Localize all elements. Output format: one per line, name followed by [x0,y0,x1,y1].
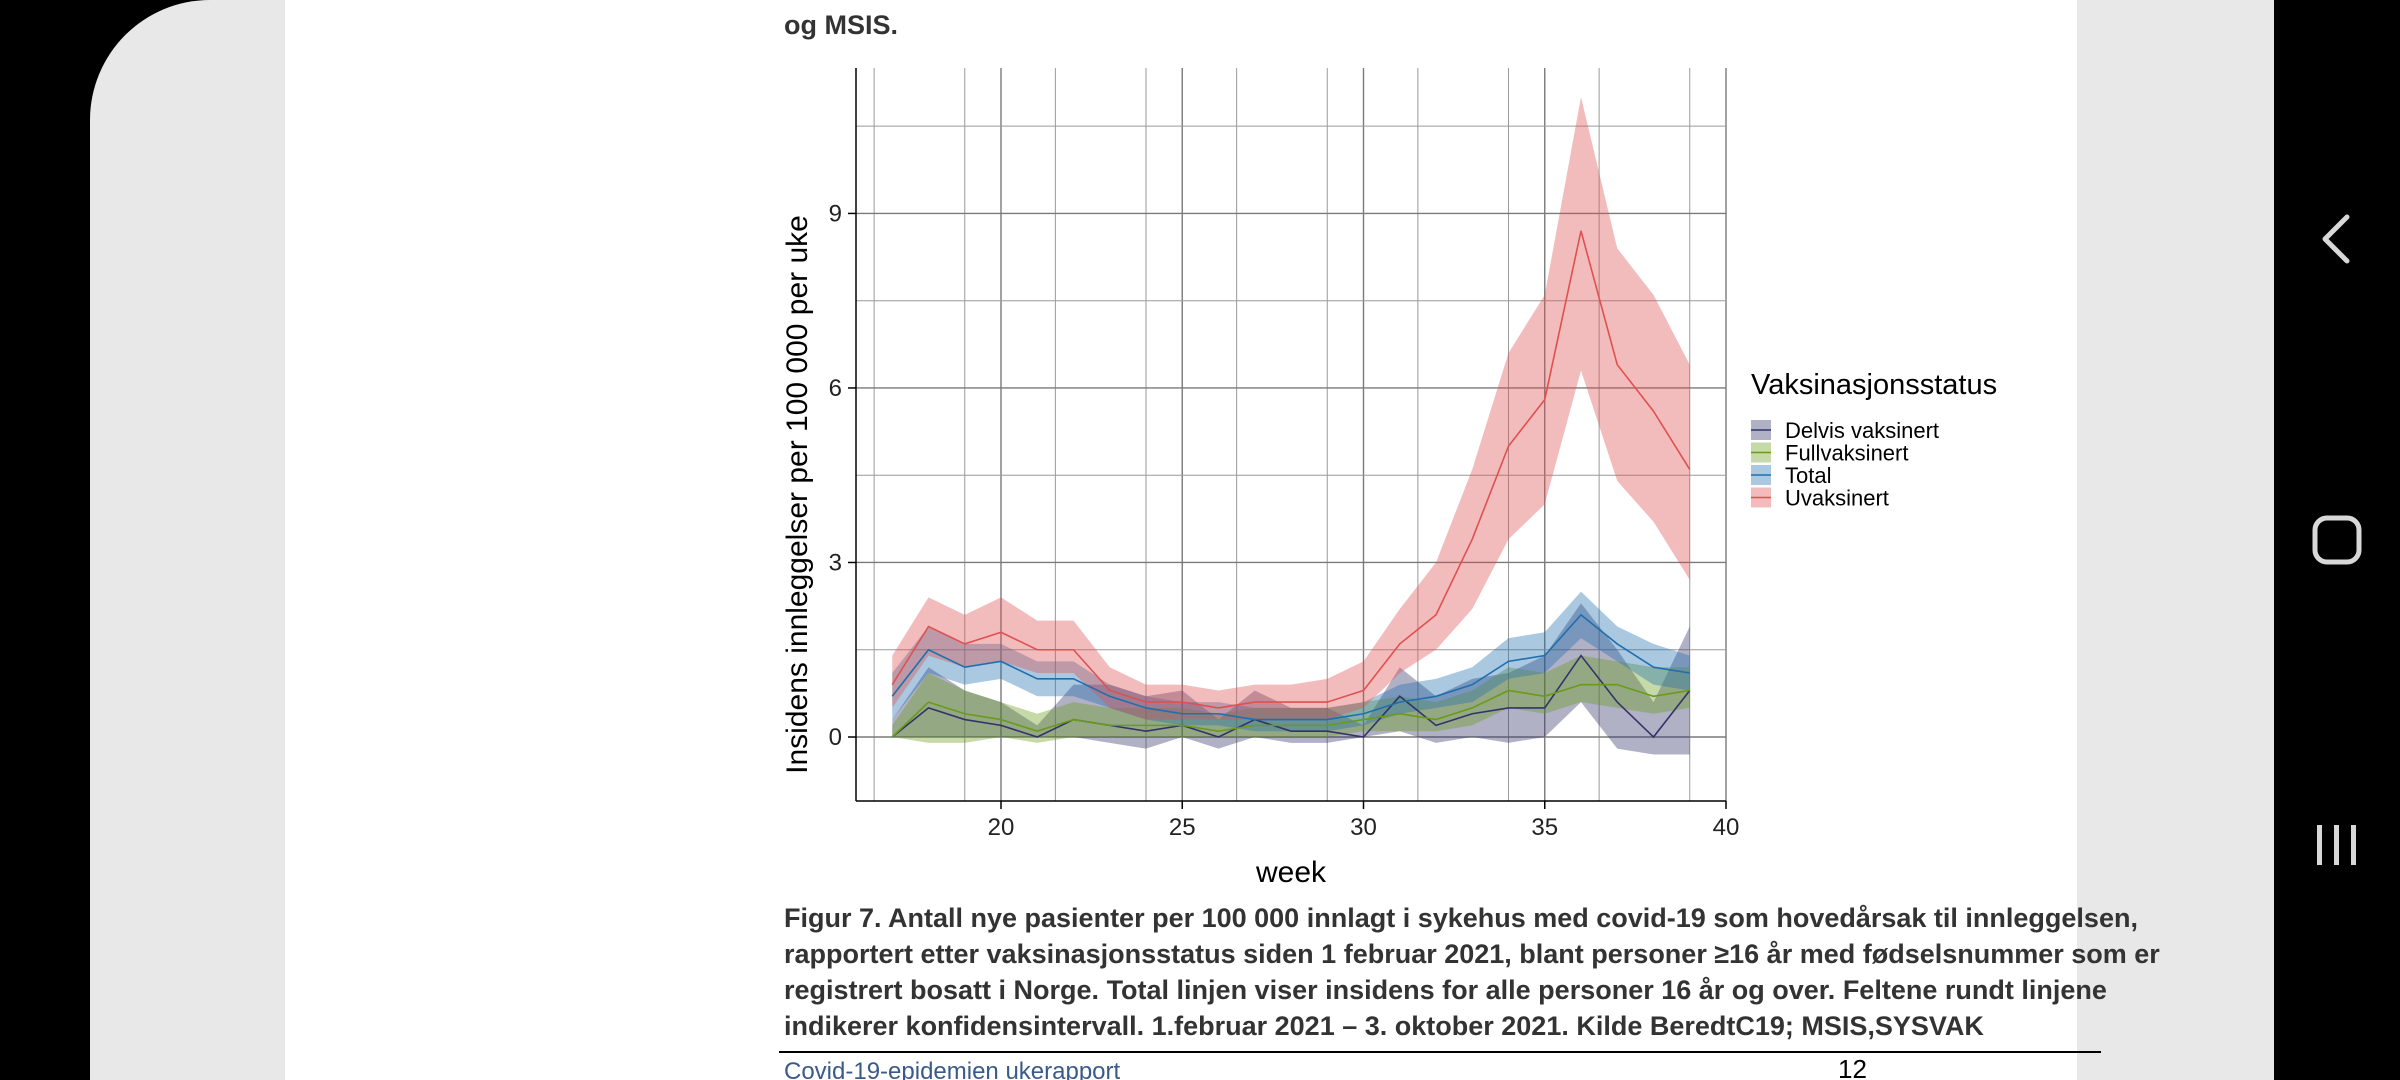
y-tick-label: 0 [829,724,842,751]
confidence-band [892,603,1690,755]
x-tick-label: 25 [1169,814,1196,841]
legend-label: Total [1785,463,1831,488]
chevron-left-icon [2322,214,2350,264]
legend-label: Delvis vaksinert [1785,418,1939,443]
three-bars-icon [2317,825,2356,865]
series-line [891,613,1690,721]
figure-chart: 20 25 30 35 40 0 3 6 9 week Insidens innleggelser … [755,58,2045,888]
y-tick-label: 6 [829,375,842,402]
footer-title: Covid-19-epidemien ukerapport [784,1058,1121,1080]
x-tick-label: 40 [1713,814,1740,841]
legend-label: Fullvaksinert [1785,441,1908,466]
legend-label: Uvaksinert [1785,486,1889,511]
pdf-viewer[interactable]: og MSIS. 20 25 30 35 40 0 3 6 9 week Insidens innl… [90,0,2274,1080]
figure-caption: Figur 7. Antall nye pasienter per 100 00… [784,903,2160,1041]
x-tick-label: 35 [1531,814,1558,841]
document-page: og MSIS. 20 25 30 35 40 0 3 6 9 week Insidens innl… [285,0,2160,1080]
rounded-square-icon [2312,515,2362,565]
system-navigation-bar [2274,0,2400,1080]
recents-button[interactable] [2274,800,2400,890]
home-button[interactable] [2274,495,2400,585]
page-number: 12 [1838,1054,1867,1080]
confidence-band [892,97,1690,720]
confidence-band [892,655,1690,743]
y-tick-label: 3 [829,549,842,576]
legend-title: Vaksinasjonsstatus [1751,369,1997,401]
x-tick-label: 30 [1350,814,1377,841]
x-tick-label: 20 [988,814,1015,841]
back-button[interactable] [2274,194,2400,284]
confidence-band [892,591,1690,732]
y-axis-label: Insidens innleggelser per 100 000 per uk… [781,215,814,774]
top-text-fragment: og MSIS. [784,10,898,40]
series-line [891,683,1690,738]
x-axis-label: week [1255,856,1327,888]
series-line [891,654,1691,739]
series-line [891,230,1691,709]
chart-svg: 20 25 30 35 40 0 3 6 9 week Insidens innleggelser … [781,68,1997,888]
footer-divider [779,1051,2101,1053]
y-tick-label: 9 [829,200,842,227]
